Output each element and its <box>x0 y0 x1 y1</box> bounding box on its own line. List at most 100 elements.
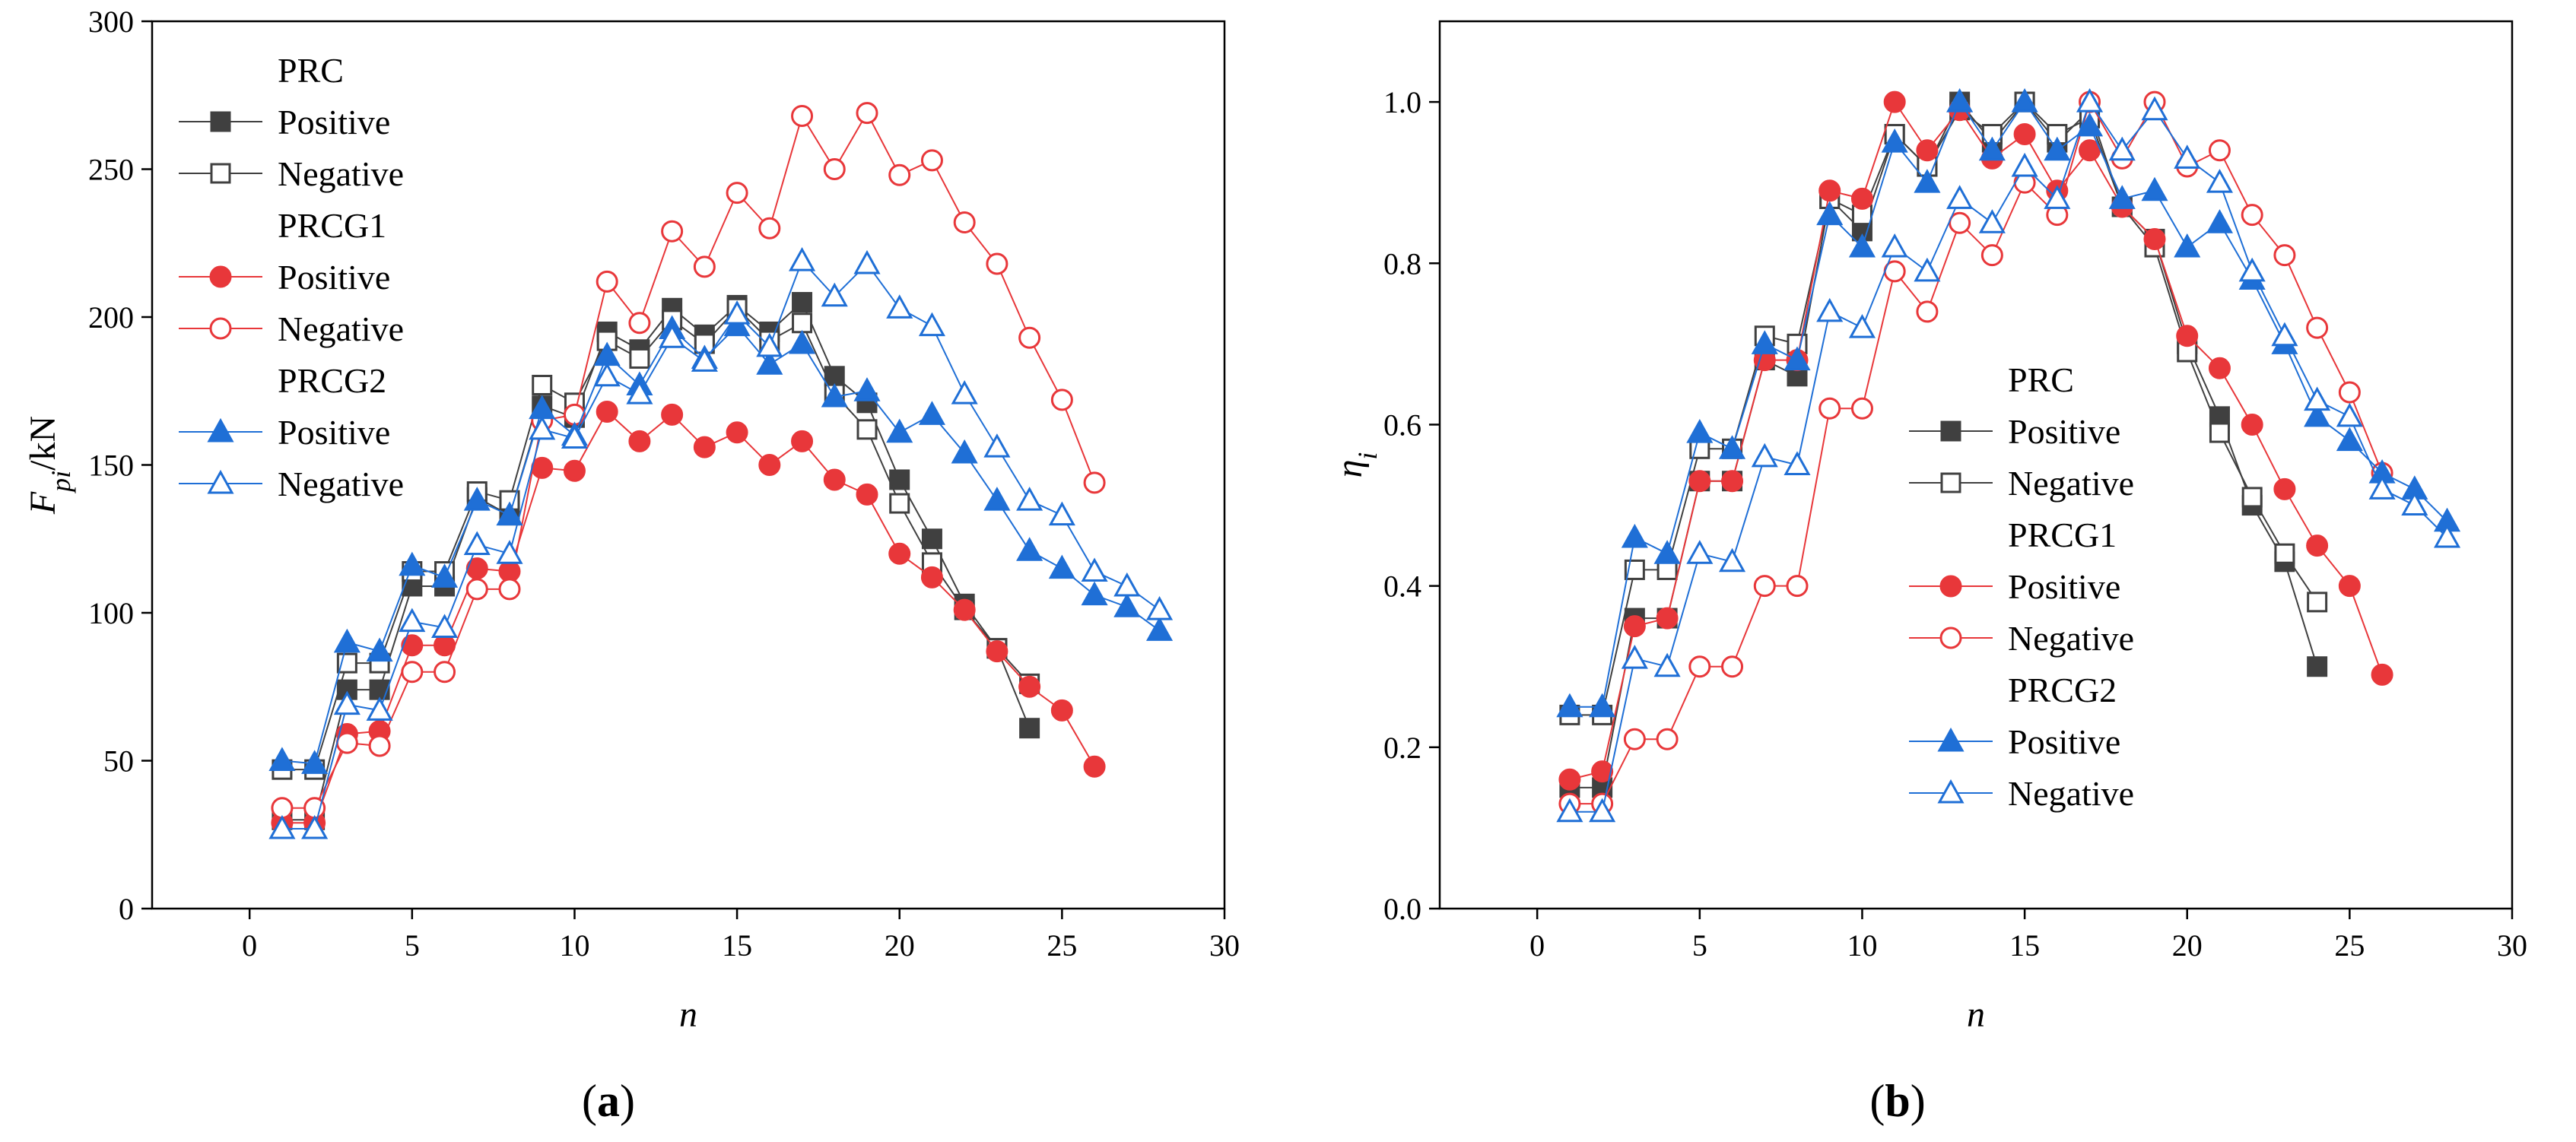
data-point-prcg1-negative <box>2241 204 2263 227</box>
data-point-prcg1-positive <box>2273 477 2296 500</box>
data-point-prcg2-negative <box>626 380 653 404</box>
data-point-prcg2-negative <box>756 332 783 357</box>
x-tick-label-b: 15 <box>2009 928 2040 963</box>
y-axis-title-main: F <box>23 491 63 515</box>
data-point-prc-positive <box>921 528 942 550</box>
data-point-prcg2-positive <box>1081 581 1108 606</box>
data-point-prcg2-positive <box>1978 136 2006 161</box>
data-point-prcg1-positive <box>1656 607 1679 630</box>
x-tick-label-b: 0 <box>1529 928 1545 963</box>
legend-b: PRC Positive Negative PRCG1 Positive Negative… <box>1909 360 2134 813</box>
y-tick-label-a: 50 <box>103 744 134 779</box>
data-point-prcg2-negative <box>1784 451 1811 475</box>
data-point-prcg2-positive <box>1784 346 1811 371</box>
data-point-prcg1-positive <box>2306 535 2329 557</box>
legend-group-title: PRCG1 <box>278 206 386 245</box>
x-axis-title-a: n <box>679 994 697 1035</box>
data-point-prcg2-negative <box>2336 402 2363 427</box>
data-point-prcg2-negative <box>918 312 946 337</box>
data-point-prcg1-negative <box>1753 575 1776 598</box>
data-point-prcg1-positive <box>401 634 424 657</box>
data-point-prc-negative <box>856 419 878 440</box>
data-point-prcg2-negative <box>463 531 491 556</box>
legend-marker <box>1940 420 1961 442</box>
data-point-prcg2-positive <box>463 487 491 511</box>
data-point-prcg1-negative <box>335 731 358 754</box>
data-point-prcg2-negative <box>2011 152 2038 177</box>
y-tick-label-a: 200 <box>88 300 134 335</box>
data-point-prcg1-positive <box>2208 357 2231 379</box>
data-point-prcg1-positive <box>920 566 943 588</box>
data-point-prcg2-negative <box>723 300 751 325</box>
data-point-prcg1-negative <box>791 104 814 127</box>
data-point-prcg2-negative <box>853 249 881 274</box>
data-point-prcg2-positive <box>399 551 426 576</box>
data-point-prcg1-positive <box>953 598 976 621</box>
data-point-prcg1-positive <box>2176 325 2199 347</box>
panel-label-b: (b) <box>1869 1076 1925 1126</box>
legend-marker <box>207 417 234 443</box>
data-point-prcg2-positive <box>1589 693 1616 718</box>
data-point-prc-negative <box>336 652 357 674</box>
legend-item-label: Positive <box>2008 412 2120 451</box>
plot-frame-b <box>1438 20 2514 910</box>
legend-group-title: PRC <box>278 51 344 90</box>
data-point-prc-negative <box>792 312 813 334</box>
data-point-prcg1-positive <box>563 459 586 482</box>
y-tick-label-b: 0.2 <box>1383 731 1421 765</box>
data-point-prcg2-positive <box>1946 88 1974 113</box>
data-point-prcg2-positive <box>886 418 913 443</box>
legend-item-label: Positive <box>278 413 390 452</box>
data-point-prcg2-negative <box>1686 540 1714 564</box>
data-point-prcg1-negative <box>726 182 748 205</box>
series-line-prcg2-positive <box>281 325 1161 765</box>
data-point-prcg1-positive <box>1050 699 1073 722</box>
data-point-prcg1-negative <box>1623 728 1646 750</box>
legend-a: PRC Positive Negative PRCG1 Positive Negative… <box>179 51 404 503</box>
data-point-prcg2-negative <box>1048 501 1075 526</box>
data-point-prcg1-positive <box>1688 470 1711 493</box>
data-point-prcg1-positive <box>2079 139 2101 162</box>
data-point-prcg1-positive <box>1558 768 1581 791</box>
data-point-prcg2-negative <box>1113 572 1141 597</box>
panel-label-close: ) <box>620 1076 635 1126</box>
data-point-prcg2-positive <box>1113 593 1141 617</box>
x-tick-label-b: 30 <box>2497 928 2527 963</box>
y-tick-label-b: 0.0 <box>1383 892 1421 926</box>
data-point-prcg2-negative <box>1816 297 1844 322</box>
panel-label-letter: a <box>597 1076 620 1126</box>
data-point-prcg2-negative <box>1718 547 1746 573</box>
data-point-prcg2-positive <box>1848 233 1876 258</box>
data-point-prcg1-negative <box>465 578 488 601</box>
data-point-prcg2-negative <box>268 814 296 839</box>
y-tick-label-a: 100 <box>88 596 134 630</box>
data-point-prcg2-positive <box>1145 617 1174 641</box>
data-point-prcg1-negative <box>628 312 651 335</box>
data-point-prcg2-positive <box>918 401 946 425</box>
data-point-prcg2-positive <box>1048 554 1075 579</box>
data-point-prcg1-positive <box>1883 90 1906 113</box>
data-point-prcg1-negative <box>1688 655 1711 678</box>
data-point-prcg1-positive <box>1850 187 1873 210</box>
panel-label-a: (a) <box>582 1076 635 1126</box>
data-point-prc-positive <box>889 469 910 490</box>
data-point-prcg2-positive <box>366 637 393 662</box>
x-tick-label-a: 10 <box>559 928 589 963</box>
data-point-prcg2-negative <box>659 324 686 348</box>
data-point-prcg2-negative <box>2174 144 2201 169</box>
data-point-prcg1-negative <box>563 403 586 426</box>
data-point-prcg2-negative <box>333 690 361 715</box>
legend-item-label: Positive <box>278 103 390 141</box>
legend-item-label: Negative <box>278 465 404 503</box>
data-point-prcg2-positive <box>1621 523 1648 548</box>
data-point-prcg2-negative <box>1145 596 1174 620</box>
data-point-prcg2-positive <box>756 351 783 375</box>
y-tick-label-a: 300 <box>88 5 134 39</box>
legend-marker <box>1937 779 1965 804</box>
y-axis-title-sub: i <box>1352 452 1383 460</box>
data-point-prcg1-negative <box>2273 244 2296 267</box>
data-point-prcg2-positive <box>2174 233 2201 258</box>
legend-item-label: Negative <box>278 309 404 348</box>
x-tick-label-a: 30 <box>1209 928 1240 963</box>
y-axis-title-a: Fpi/kN <box>23 416 76 515</box>
